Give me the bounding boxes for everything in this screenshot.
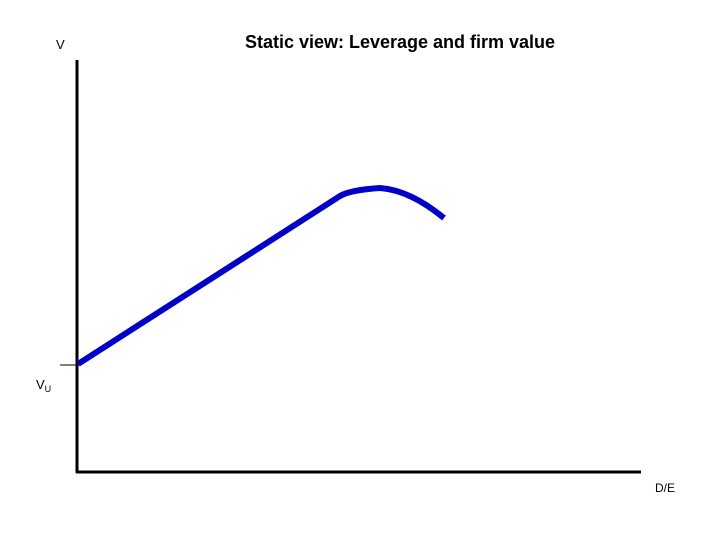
value-curve bbox=[76, 185, 446, 367]
y-axis-label: V bbox=[56, 37, 65, 52]
vu-label: VU bbox=[36, 377, 51, 394]
x-axis-label: D/E bbox=[655, 481, 675, 495]
vu-main: V bbox=[36, 377, 45, 392]
vu-subscript: U bbox=[45, 384, 52, 394]
title: Static view: Leverage and firm value bbox=[245, 32, 555, 52]
